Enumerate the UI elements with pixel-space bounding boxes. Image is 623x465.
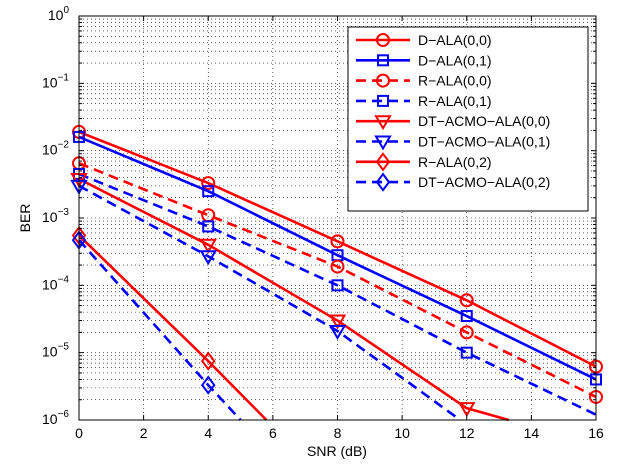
legend-entry: DT−ACMO−ALA(0,1) — [418, 134, 550, 150]
legend: D−ALA(0,0) D−ALA(0,1) R−ALA(0,0) R−ALA(0,1)… — [347, 26, 589, 212]
series-5 — [70, 179, 462, 422]
series-line — [78, 239, 242, 421]
legend-marker — [375, 172, 391, 192]
series-line — [78, 184, 462, 422]
series-line — [78, 130, 597, 368]
x-tick-label: 4 — [204, 425, 212, 441]
x-axis-label: SNR (dB) — [307, 443, 367, 459]
data-point — [459, 293, 474, 308]
data-point — [202, 185, 215, 198]
legend-entry: D−ALA(0,1) — [418, 52, 492, 68]
legend-entry: R−ALA(0,1) — [418, 93, 492, 109]
data-point — [331, 279, 344, 292]
data-point — [459, 325, 474, 340]
legend-marker — [377, 94, 389, 107]
series-line — [78, 177, 510, 422]
y-tick-label: 10−1 — [42, 72, 69, 90]
legend-marker — [375, 152, 391, 172]
data-point — [330, 234, 345, 249]
legend-marker — [374, 135, 392, 151]
legend-marker — [376, 33, 390, 47]
x-tick-label: 12 — [459, 425, 475, 441]
data-point — [328, 324, 347, 340]
data-point — [458, 402, 476, 418]
legend-entry: DT−ACMO−ALA(0,2) — [418, 174, 550, 190]
data-point — [460, 310, 473, 323]
x-tick-label: 0 — [75, 425, 83, 441]
series-line — [78, 234, 268, 421]
legend-entry: R−ALA(0,2) — [418, 154, 492, 170]
y-tick-label: 10−4 — [42, 274, 69, 292]
x-tick-label: 8 — [334, 425, 342, 441]
data-point — [199, 238, 217, 254]
data-point — [202, 220, 215, 233]
data-point — [328, 314, 347, 330]
legend-marker — [376, 73, 390, 88]
y-tick-label: 10−2 — [42, 140, 69, 158]
data-point — [199, 250, 217, 266]
data-point — [201, 176, 216, 191]
data-point — [201, 375, 216, 395]
legend-entry: R−ALA(0,0) — [418, 73, 492, 89]
series-layer — [70, 124, 603, 422]
y-tick-label: 10−5 — [42, 342, 69, 360]
y-tick-label: 10−3 — [42, 207, 69, 225]
data-point — [201, 351, 216, 371]
x-tick-label: 16 — [588, 425, 604, 441]
x-tick-label: 10 — [394, 425, 410, 441]
data-point — [330, 259, 345, 274]
legend-marker — [377, 54, 389, 67]
data-point — [460, 346, 473, 359]
x-tick-label: 2 — [140, 425, 148, 441]
x-tick-label: 14 — [524, 425, 540, 441]
y-axis-label: BER — [17, 204, 33, 233]
y-tick-label: 100 — [48, 5, 70, 23]
legend-entry: DT−ACMO−ALA(0,0) — [418, 113, 550, 129]
x-tick-label: 6 — [269, 425, 277, 441]
series-line — [78, 135, 597, 381]
series-line — [78, 162, 597, 399]
y-tick-label: 10−6 — [42, 409, 69, 427]
axis-ticks: 0 2 4 6 8 10 12 14 16 100 10−1 10−2 10−3 10−4 10−5 10−6 — [42, 5, 604, 441]
series-line — [78, 172, 597, 416]
legend-marker — [374, 115, 392, 131]
legend-entry: D−ALA(0,0) — [418, 32, 492, 48]
